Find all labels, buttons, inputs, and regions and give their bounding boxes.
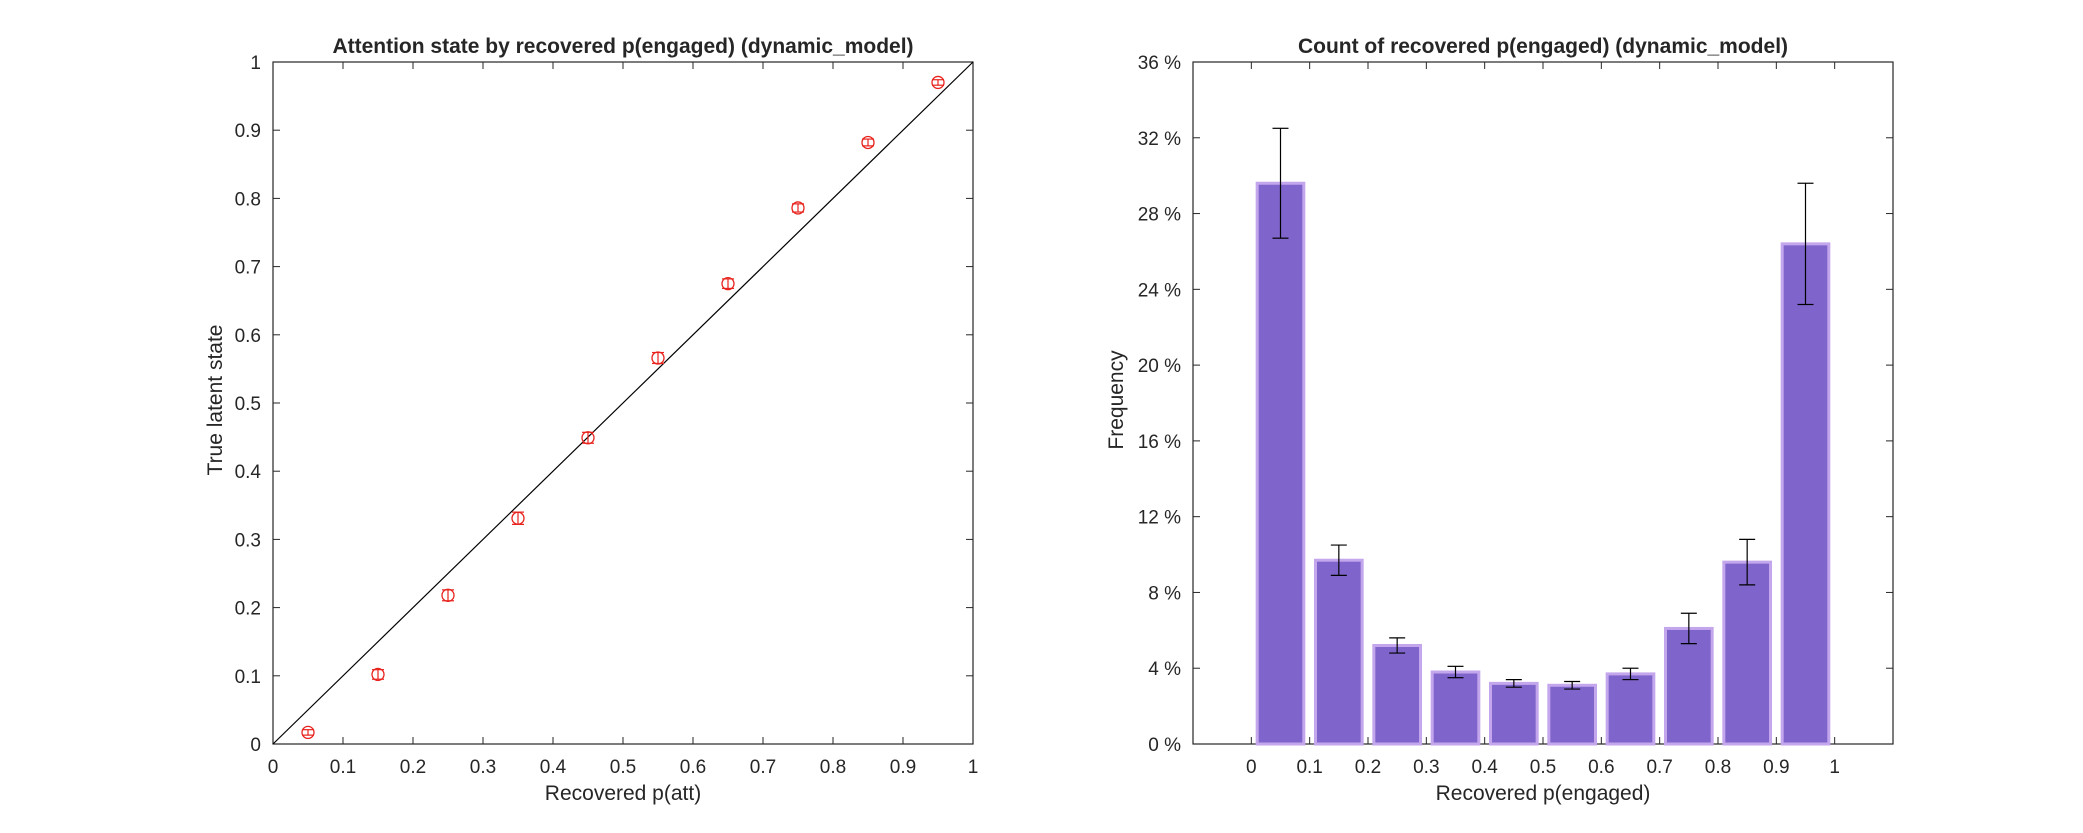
bar: [1664, 626, 1714, 746]
bar-y-tick-label: 0 %: [1148, 735, 1181, 756]
bar: [1255, 181, 1306, 746]
scatter-title: Attention state by recovered p(engaged) …: [332, 35, 913, 58]
scatter-y-tick-label: 0.9: [235, 121, 261, 142]
scatter-y-tick-label: 0.7: [235, 258, 261, 279]
bar: [1605, 672, 1656, 746]
scatter-y-tick-label: 0.1: [235, 667, 261, 688]
bar: [1489, 681, 1539, 746]
scatter-x-tick-label: 0.5: [610, 757, 636, 778]
bar-x-tick-label: 0.4: [1471, 757, 1498, 778]
scatter-plot-area: 0 0.1 0.2 0.3 0.4 0.5 0.6 0.7 0.8 0.9 1 0 0.1 0.2 0.3 0…: [235, 53, 979, 778]
scatter-x-tick-label: 1: [968, 757, 979, 778]
bar-title: Count of recovered p(engaged) (dynamic_m…: [1298, 35, 1788, 58]
bar-y-tick-label: 28 %: [1138, 205, 1181, 226]
scatter-y-tick-label: 0.4: [235, 462, 262, 483]
bar-x-tick-label: 0.3: [1413, 757, 1439, 778]
scatter-chart: Attention state by recovered p(engaged) …: [204, 35, 978, 805]
bar-axes-box: [1192, 61, 1894, 745]
scatter-y-tick-label: 0.6: [235, 326, 261, 347]
scatter-x-tick-label: 0.1: [330, 757, 356, 778]
bar-x-tick-label: 0.5: [1530, 757, 1556, 778]
bar-y-tick-label: 20 %: [1138, 356, 1181, 377]
scatter-x-tick-label: 0.9: [890, 757, 916, 778]
bar-x-tick-label: 0.1: [1296, 757, 1322, 778]
bar: [1547, 683, 1598, 746]
scatter-point: [791, 201, 805, 215]
scatter-x-tick-label: 0.2: [400, 757, 426, 778]
bar-plot-area: 0 0.1 0.2 0.3 0.4 0.5 0.6 0.7 0.8 0.9 1 0 % 4 % 8 % 12…: [1138, 53, 1894, 778]
scatter-y-tick-label: 1: [250, 53, 261, 74]
scatter-x-tick-label: 0: [268, 757, 279, 778]
bar: [1780, 242, 1831, 746]
scatter-point: [861, 135, 875, 150]
bar-x-axis-label: Recovered p(engaged): [1436, 782, 1651, 805]
bar-x-tick-label: 0.9: [1763, 757, 1789, 778]
bar-y-tick-label: 24 %: [1138, 280, 1181, 301]
bar-x-tick-label: 0.8: [1705, 757, 1731, 778]
scatter-point: [511, 511, 525, 525]
scatter-point: [931, 75, 945, 90]
bar: [1372, 643, 1423, 746]
scatter-y-axis-label: True latent state: [204, 325, 227, 476]
scatter-x-axis-label: Recovered p(att): [545, 782, 701, 805]
bar-y-tick-label: 12 %: [1138, 508, 1181, 529]
identity-line: [272, 61, 974, 745]
bar-y-axis-label: Frequency: [1105, 350, 1128, 450]
scatter-x-tick-label: 0.6: [680, 757, 706, 778]
bar-chart: Count of recovered p(engaged) (dynamic_m…: [1105, 35, 1894, 805]
bar-x-tick-label: 0: [1246, 757, 1257, 778]
bar-y-tick-label: 32 %: [1138, 129, 1181, 150]
scatter-x-tick-label: 0.7: [750, 757, 776, 778]
scatter-x-tick-label: 0.8: [820, 757, 846, 778]
bar: [1430, 670, 1481, 746]
bar-x-tick-label: 0.2: [1355, 757, 1381, 778]
scatter-point: [371, 667, 385, 682]
scatter-x-tick-label: 0.3: [470, 757, 496, 778]
bar-y-tick-label: 4 %: [1148, 659, 1181, 680]
scatter-x-tick-label: 0.4: [540, 757, 567, 778]
bar-y-tick-label: 8 %: [1148, 583, 1181, 604]
scatter-point: [581, 431, 595, 445]
bar: [1722, 560, 1773, 746]
scatter-y-tick-label: 0.3: [235, 530, 261, 551]
scatter-point: [301, 725, 315, 740]
scatter-point: [721, 276, 735, 291]
bar-x-tick-label: 0.6: [1588, 757, 1614, 778]
bar-y-tick-label: 16 %: [1138, 432, 1181, 453]
scatter-point: [651, 351, 665, 365]
bar-x-tick-label: 0.7: [1646, 757, 1672, 778]
scatter-y-tick-label: 0.2: [235, 599, 261, 620]
scatter-point: [441, 588, 455, 602]
bar-y-tick-label: 36 %: [1138, 53, 1181, 74]
scatter-y-tick-label: 0.5: [235, 394, 261, 415]
bar: [1314, 558, 1364, 746]
scatter-y-tick-label: 0: [250, 735, 261, 756]
scatter-y-tick-label: 0.8: [235, 189, 261, 210]
bar-x-tick-label: 1: [1829, 757, 1840, 778]
